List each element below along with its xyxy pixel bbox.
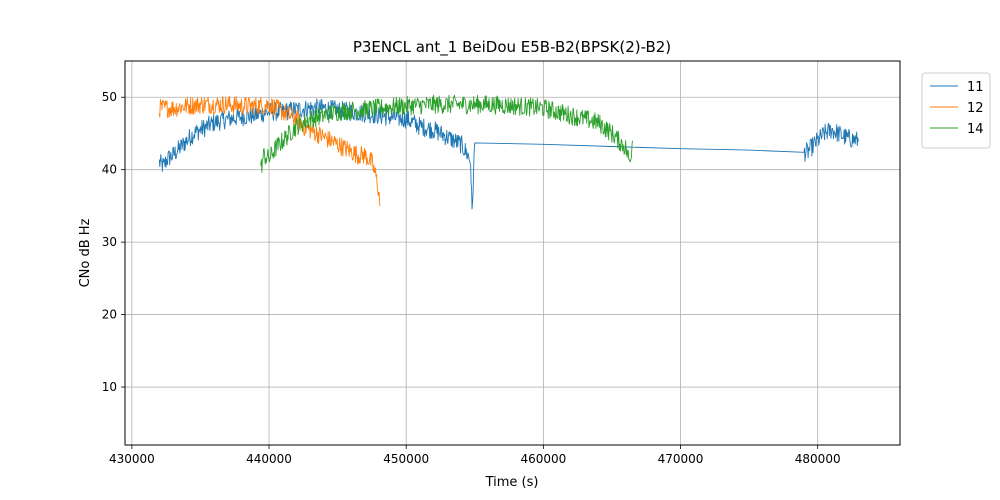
legend-box xyxy=(921,72,991,149)
x-tick-label: 430000 xyxy=(109,452,155,466)
series-line-11 xyxy=(158,98,860,210)
x-tick-label: 460000 xyxy=(520,452,566,466)
tick-layer: 430000 440000 450000 460000 470000 480000 10 20… xyxy=(102,90,841,466)
y-tick-label: 10 xyxy=(102,380,117,394)
y-tick-label: 30 xyxy=(102,235,117,249)
y-tick-label: 40 xyxy=(102,163,117,177)
x-axis-title: Time (s) xyxy=(485,475,539,490)
plot-frame xyxy=(124,60,901,446)
y-tick-label: 20 xyxy=(102,308,117,322)
legend-label-11: 11 xyxy=(967,80,984,95)
legend: 11 12 14 xyxy=(921,72,991,149)
series-line-12 xyxy=(158,95,381,207)
y-axis-title: CNo dB Hz xyxy=(78,218,93,287)
x-tick-label: 470000 xyxy=(658,452,704,466)
y-tick-label: 50 xyxy=(102,90,117,104)
x-tick-label: 450000 xyxy=(383,452,429,466)
legend-label-12: 12 xyxy=(967,101,984,116)
series-layer xyxy=(158,94,860,210)
grid-layer xyxy=(125,61,900,445)
legend-label-14: 14 xyxy=(967,122,984,137)
series-line-14 xyxy=(260,94,633,173)
x-tick-label: 440000 xyxy=(246,452,292,466)
chart-title: P3ENCL ant_1 BeiDou E5B-B2(BPSK(2)-B2) xyxy=(353,38,671,57)
x-tick-label: 480000 xyxy=(795,452,841,466)
